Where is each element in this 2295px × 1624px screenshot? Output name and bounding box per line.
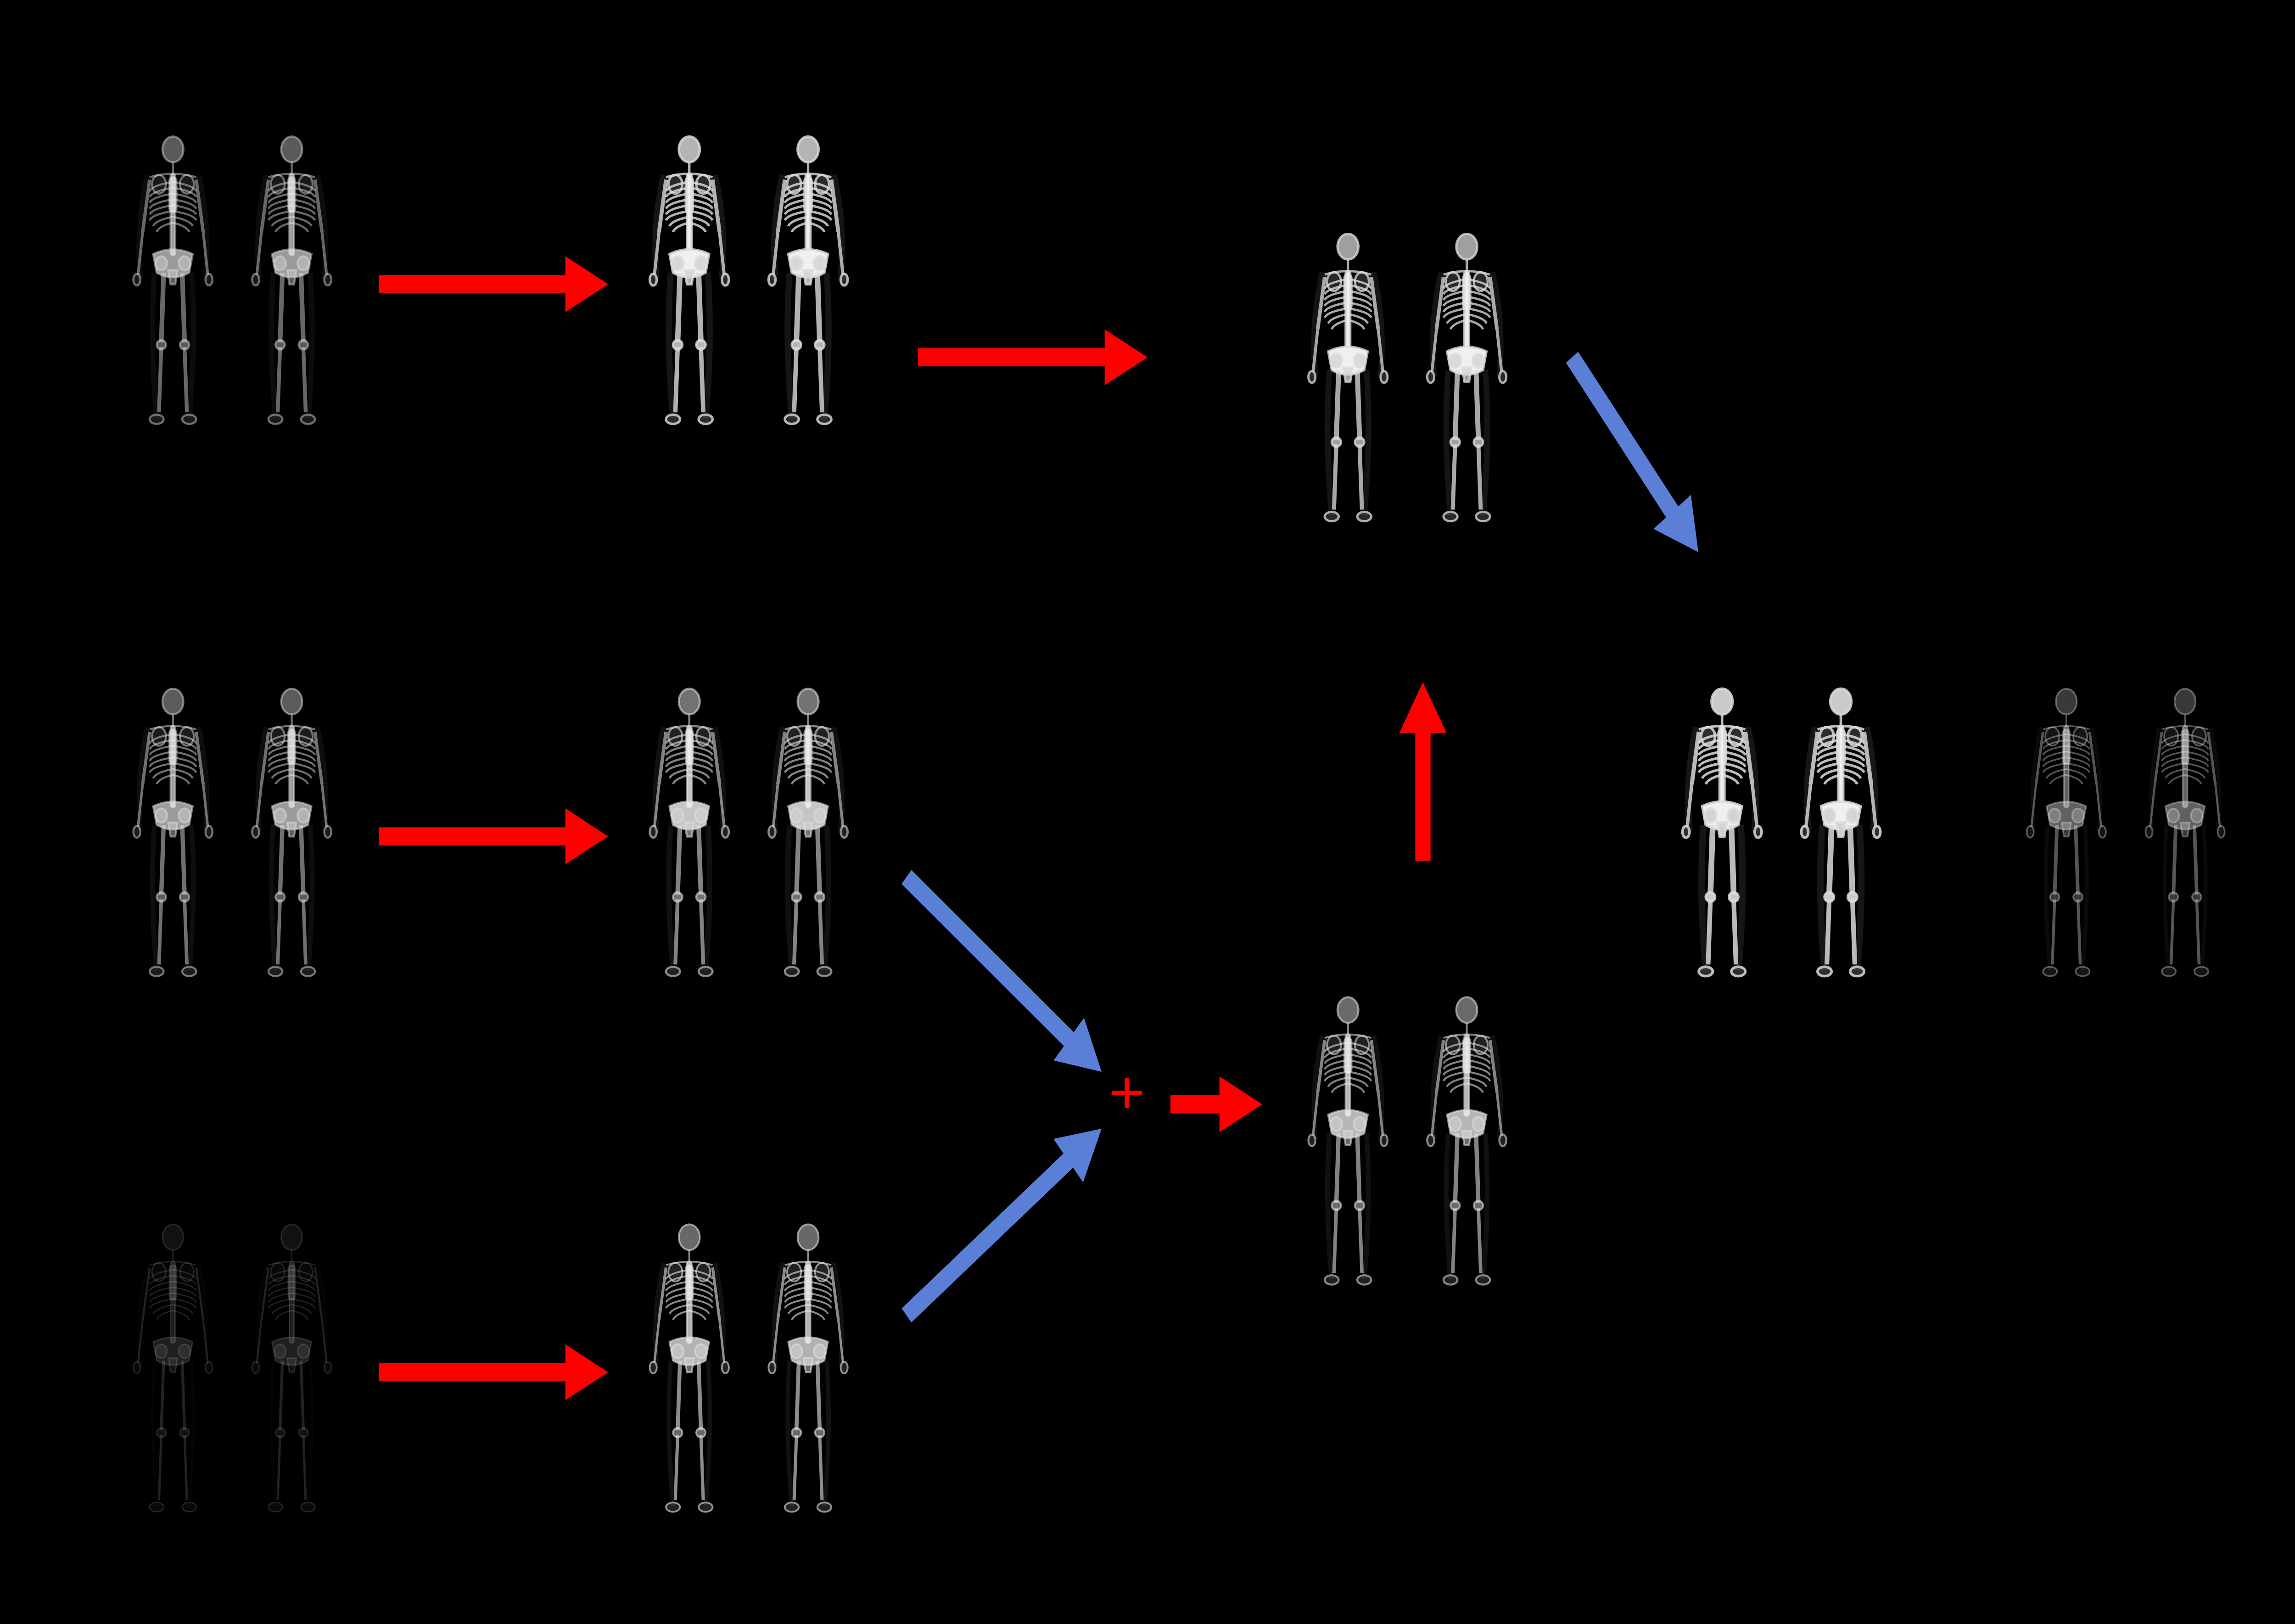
bone-scan-post — [232, 1120, 348, 1624]
scan-pair-col2-row1 — [631, 33, 865, 536]
bone-scan-ant — [115, 585, 231, 1088]
bone-scan-post — [232, 585, 348, 1088]
scan-pair-col1-row2 — [115, 585, 349, 1088]
bone-scan-post — [748, 33, 864, 536]
diagram-canvas: + — [0, 0, 2295, 1624]
bone-scan-ant — [631, 33, 747, 536]
scan-pair-col3-top — [1290, 130, 1524, 633]
bone-scan-post — [1781, 585, 1897, 1088]
bone-scan-post — [1407, 893, 1523, 1397]
bone-scan-post — [748, 585, 864, 1088]
bone-scan-post — [232, 33, 348, 536]
scan-pair-col2-row2 — [631, 585, 865, 1088]
combine-plus-icon: + — [1108, 1060, 1146, 1126]
bone-scan-post — [2125, 585, 2241, 1088]
scan-pair-col4 — [1664, 585, 1898, 1088]
bone-scan-ant — [631, 585, 747, 1088]
bone-scan-ant — [1290, 893, 1406, 1397]
scan-pair-col5 — [2008, 585, 2242, 1088]
bone-scan-post — [1407, 130, 1523, 633]
bone-scan-ant — [115, 1120, 231, 1624]
scan-pair-col1-row3 — [115, 1120, 349, 1624]
bone-scan-ant — [1290, 130, 1406, 633]
scan-pair-col1-row1 — [115, 33, 349, 536]
bone-scan-ant — [1664, 585, 1780, 1088]
scan-pair-col2-row3 — [631, 1120, 865, 1624]
bone-scan-post — [748, 1120, 864, 1624]
scan-pair-col3-bot — [1290, 893, 1524, 1397]
bone-scan-ant — [115, 33, 231, 536]
bone-scan-ant — [631, 1120, 747, 1624]
bone-scan-ant — [2008, 585, 2124, 1088]
